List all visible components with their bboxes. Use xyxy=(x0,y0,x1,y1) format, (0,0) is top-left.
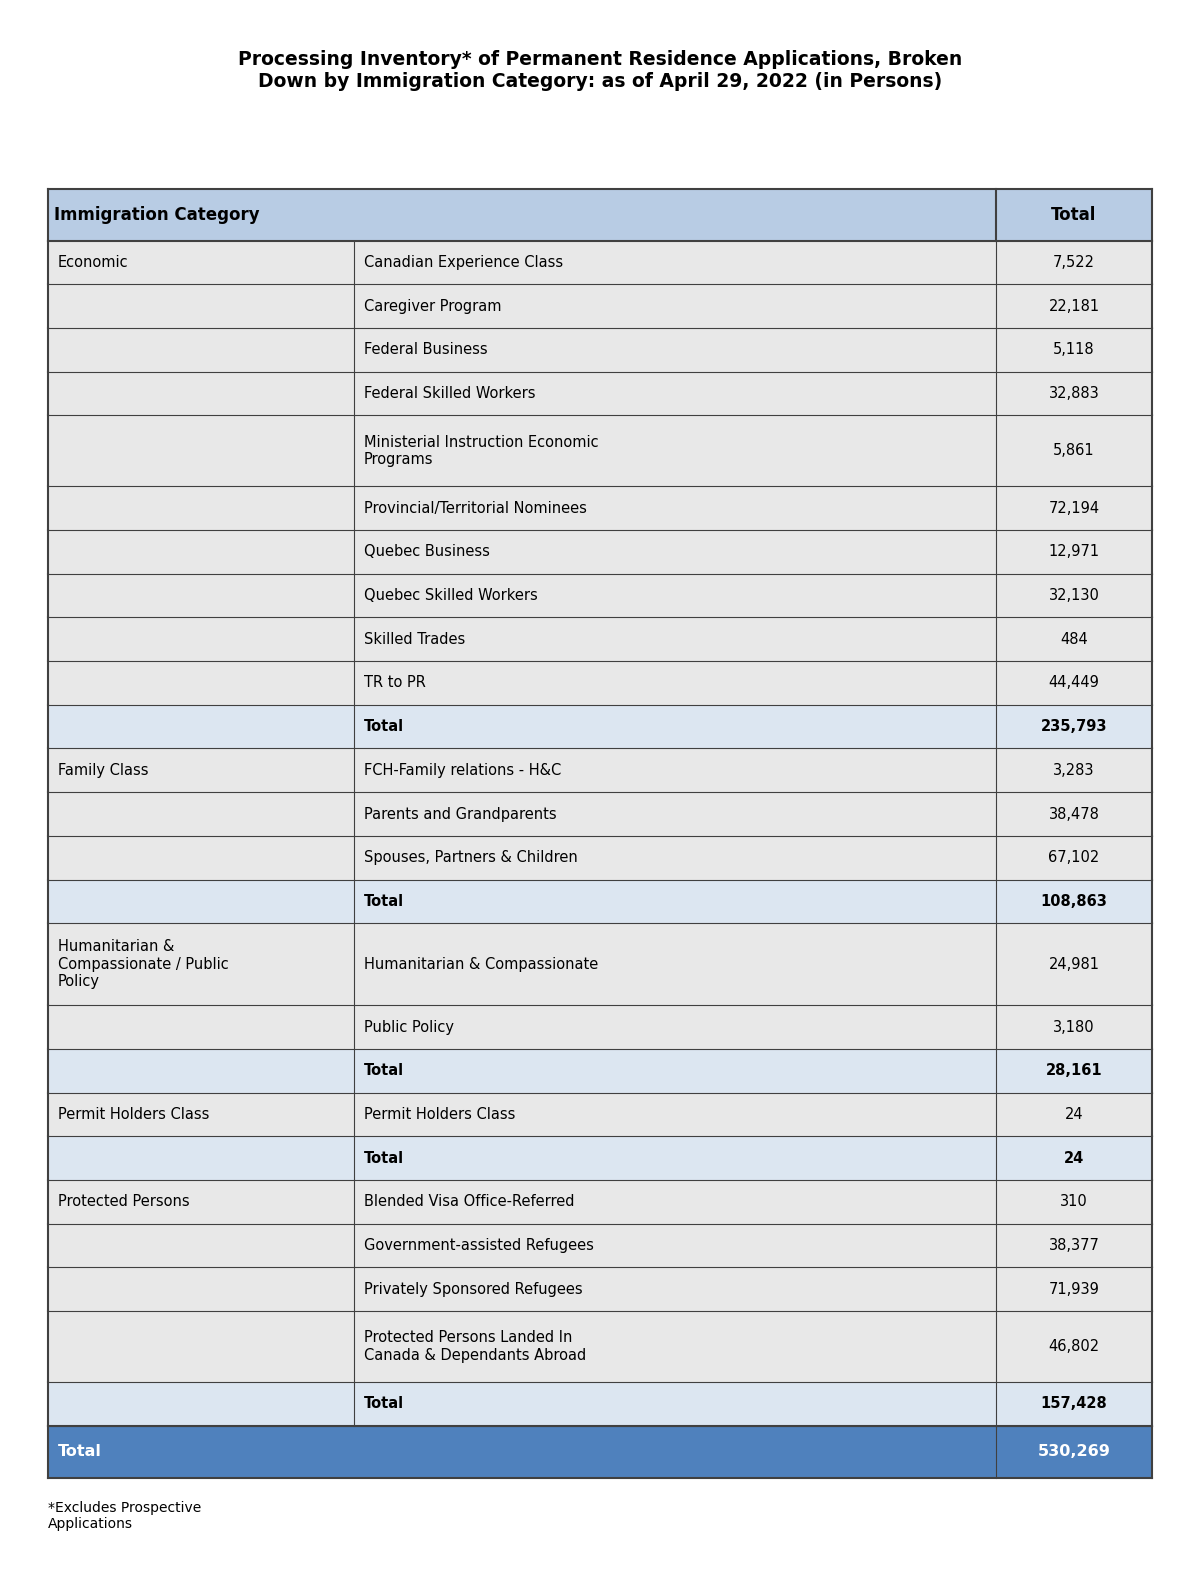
Text: 3,180: 3,180 xyxy=(1054,1020,1094,1034)
Text: 7,522: 7,522 xyxy=(1054,255,1096,270)
Text: FCH-Family relations - H&C: FCH-Family relations - H&C xyxy=(364,762,560,778)
Text: Ministerial Instruction Economic
Programs: Ministerial Instruction Economic Program… xyxy=(364,434,599,467)
Text: 32,130: 32,130 xyxy=(1049,588,1099,604)
FancyBboxPatch shape xyxy=(48,371,1152,415)
Text: 3,283: 3,283 xyxy=(1054,762,1094,778)
FancyBboxPatch shape xyxy=(48,662,1152,704)
FancyBboxPatch shape xyxy=(48,792,1152,836)
Text: Economic: Economic xyxy=(58,255,128,270)
Text: Canadian Experience Class: Canadian Experience Class xyxy=(364,255,563,270)
Text: Processing Inventory* of Permanent Residence Applications, Broken
Down by Immigr: Processing Inventory* of Permanent Resid… xyxy=(238,50,962,91)
Text: Parents and Grandparents: Parents and Grandparents xyxy=(364,806,557,822)
FancyBboxPatch shape xyxy=(48,1382,1152,1426)
Text: 484: 484 xyxy=(1060,632,1088,646)
Text: 24: 24 xyxy=(1064,1107,1084,1122)
FancyBboxPatch shape xyxy=(48,329,1152,371)
Text: TR to PR: TR to PR xyxy=(364,676,426,690)
Text: Total: Total xyxy=(364,894,403,909)
Text: Total: Total xyxy=(58,1445,102,1459)
FancyBboxPatch shape xyxy=(48,1267,1152,1311)
Text: Federal Skilled Workers: Federal Skilled Workers xyxy=(364,387,535,401)
Text: Humanitarian & Compassionate: Humanitarian & Compassionate xyxy=(364,957,598,971)
Text: 108,863: 108,863 xyxy=(1040,894,1108,909)
FancyBboxPatch shape xyxy=(48,880,1152,923)
Text: Provincial/Territorial Nominees: Provincial/Territorial Nominees xyxy=(364,500,587,516)
FancyBboxPatch shape xyxy=(48,1137,1152,1181)
Text: 5,861: 5,861 xyxy=(1054,443,1094,459)
Text: 310: 310 xyxy=(1060,1195,1088,1209)
Text: Permit Holders Class: Permit Holders Class xyxy=(58,1107,209,1122)
FancyBboxPatch shape xyxy=(48,1049,1152,1093)
Text: 67,102: 67,102 xyxy=(1049,850,1099,865)
FancyBboxPatch shape xyxy=(48,574,1152,618)
Text: 24: 24 xyxy=(1064,1151,1084,1166)
Text: Public Policy: Public Policy xyxy=(364,1020,454,1034)
FancyBboxPatch shape xyxy=(48,1181,1152,1223)
Text: 44,449: 44,449 xyxy=(1049,676,1099,690)
Text: Total: Total xyxy=(364,1151,403,1166)
Text: Family Class: Family Class xyxy=(58,762,148,778)
FancyBboxPatch shape xyxy=(48,486,1152,530)
FancyBboxPatch shape xyxy=(48,1223,1152,1267)
Text: 24,981: 24,981 xyxy=(1049,957,1099,971)
Text: Spouses, Partners & Children: Spouses, Partners & Children xyxy=(364,850,577,865)
FancyBboxPatch shape xyxy=(48,923,1152,1005)
FancyBboxPatch shape xyxy=(48,1093,1152,1137)
FancyBboxPatch shape xyxy=(48,189,1152,241)
Text: Government-assisted Refugees: Government-assisted Refugees xyxy=(364,1239,594,1253)
FancyBboxPatch shape xyxy=(48,1311,1152,1382)
FancyBboxPatch shape xyxy=(48,285,1152,329)
Text: Immigration Category: Immigration Category xyxy=(54,206,259,223)
Text: 46,802: 46,802 xyxy=(1049,1339,1099,1353)
Text: 157,428: 157,428 xyxy=(1040,1396,1108,1412)
Text: 530,269: 530,269 xyxy=(1038,1445,1110,1459)
FancyBboxPatch shape xyxy=(48,241,1152,285)
Text: Skilled Trades: Skilled Trades xyxy=(364,632,464,646)
Text: Blended Visa Office-Referred: Blended Visa Office-Referred xyxy=(364,1195,574,1209)
FancyBboxPatch shape xyxy=(48,1005,1152,1049)
Text: 38,478: 38,478 xyxy=(1049,806,1099,822)
Text: Quebec Skilled Workers: Quebec Skilled Workers xyxy=(364,588,538,604)
Text: 28,161: 28,161 xyxy=(1045,1063,1103,1078)
Text: 235,793: 235,793 xyxy=(1040,718,1108,734)
Text: 5,118: 5,118 xyxy=(1054,343,1094,357)
Text: *Excludes Prospective
Applications: *Excludes Prospective Applications xyxy=(48,1501,202,1531)
Text: Protected Persons Landed In
Canada & Dependants Abroad: Protected Persons Landed In Canada & Dep… xyxy=(364,1330,586,1363)
FancyBboxPatch shape xyxy=(48,748,1152,792)
FancyBboxPatch shape xyxy=(48,836,1152,880)
Text: Permit Holders Class: Permit Holders Class xyxy=(364,1107,515,1122)
Text: 22,181: 22,181 xyxy=(1049,299,1099,313)
FancyBboxPatch shape xyxy=(48,415,1152,486)
Text: 38,377: 38,377 xyxy=(1049,1239,1099,1253)
FancyBboxPatch shape xyxy=(48,1426,1152,1478)
Text: Total: Total xyxy=(364,718,403,734)
Text: Federal Business: Federal Business xyxy=(364,343,487,357)
Text: Total: Total xyxy=(1051,206,1097,223)
Text: 72,194: 72,194 xyxy=(1049,500,1099,516)
FancyBboxPatch shape xyxy=(48,704,1152,748)
Text: Protected Persons: Protected Persons xyxy=(58,1195,190,1209)
Text: 71,939: 71,939 xyxy=(1049,1281,1099,1297)
Text: Privately Sponsored Refugees: Privately Sponsored Refugees xyxy=(364,1281,582,1297)
Text: Caregiver Program: Caregiver Program xyxy=(364,299,502,313)
Text: Humanitarian &
Compassionate / Public
Policy: Humanitarian & Compassionate / Public Po… xyxy=(58,940,228,989)
Text: 12,971: 12,971 xyxy=(1049,544,1099,560)
Text: 32,883: 32,883 xyxy=(1049,387,1099,401)
Text: Total: Total xyxy=(364,1396,403,1412)
Text: Total: Total xyxy=(364,1063,403,1078)
Text: Quebec Business: Quebec Business xyxy=(364,544,490,560)
FancyBboxPatch shape xyxy=(48,618,1152,662)
FancyBboxPatch shape xyxy=(48,530,1152,574)
